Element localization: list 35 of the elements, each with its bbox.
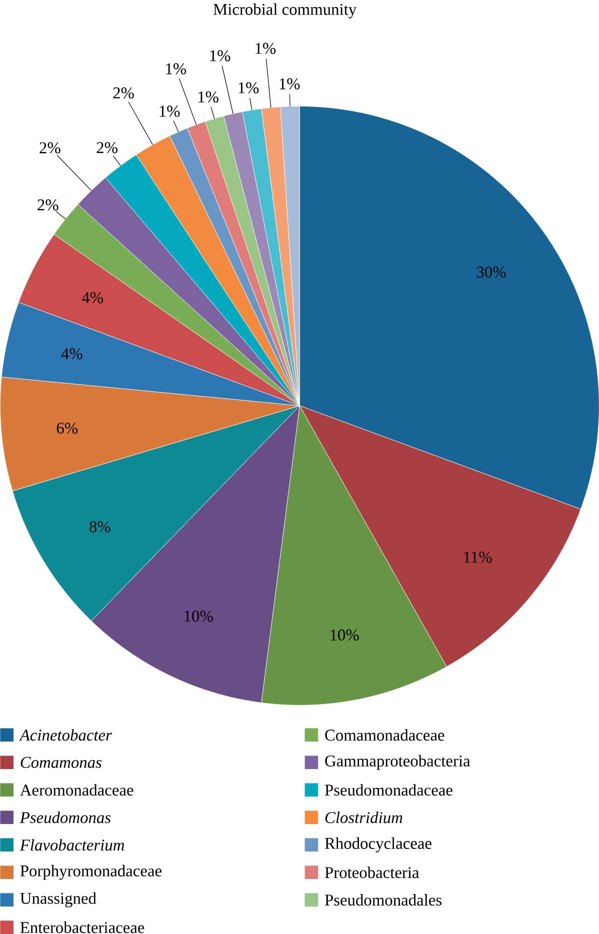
- legend-label: Pseudomonadaceae: [324, 784, 452, 796]
- legend-label: Rhodocyclaceae: [324, 837, 432, 852]
- legend-label: Comamonas: [20, 756, 102, 768]
- legend-label: Flavobacterium: [20, 839, 124, 851]
- legend-label: Unassigned: [20, 892, 96, 908]
- legend-label: Gammaproteobacteria: [325, 754, 470, 770]
- legend-label: Clostridium: [325, 812, 402, 824]
- data-label: 1%: [160, 106, 180, 117]
- data-label: 4%: [61, 348, 82, 360]
- data-label: 2%: [38, 199, 58, 210]
- legend-label: Aeromonadaceae: [20, 784, 134, 796]
- data-label: 1%: [280, 78, 300, 90]
- data-label: 6%: [56, 422, 78, 434]
- data-label: 2%: [40, 142, 60, 154]
- chart-title: Microbial community: [213, 3, 356, 18]
- legend-label: Comamonadaceae: [325, 729, 444, 741]
- data-label: 30%: [476, 266, 506, 278]
- data-label: 1%: [238, 82, 258, 94]
- legend-label: Enterobacteriaceae: [20, 922, 144, 934]
- data-label: 1%: [210, 50, 230, 62]
- legend-label: Porphyromonadaceae: [20, 864, 162, 880]
- data-label: 10%: [330, 629, 359, 641]
- data-label: 2%: [113, 87, 134, 99]
- data-label: 8%: [89, 521, 110, 532]
- legend-label: Acinetobacter: [18, 729, 112, 741]
- data-label: 1%: [256, 42, 276, 54]
- data-label: 2%: [96, 142, 118, 154]
- data-label: 10%: [184, 610, 213, 622]
- data-label: 1%: [166, 63, 186, 74]
- data-label: 11%: [464, 552, 492, 563]
- data-label: 4%: [82, 292, 103, 304]
- legend-label: Proteobacteria: [324, 866, 419, 878]
- legend-label: Pseudomonas: [20, 812, 110, 824]
- data-label: 1%: [198, 91, 218, 103]
- legend-label: Pseudomonadales: [324, 894, 442, 906]
